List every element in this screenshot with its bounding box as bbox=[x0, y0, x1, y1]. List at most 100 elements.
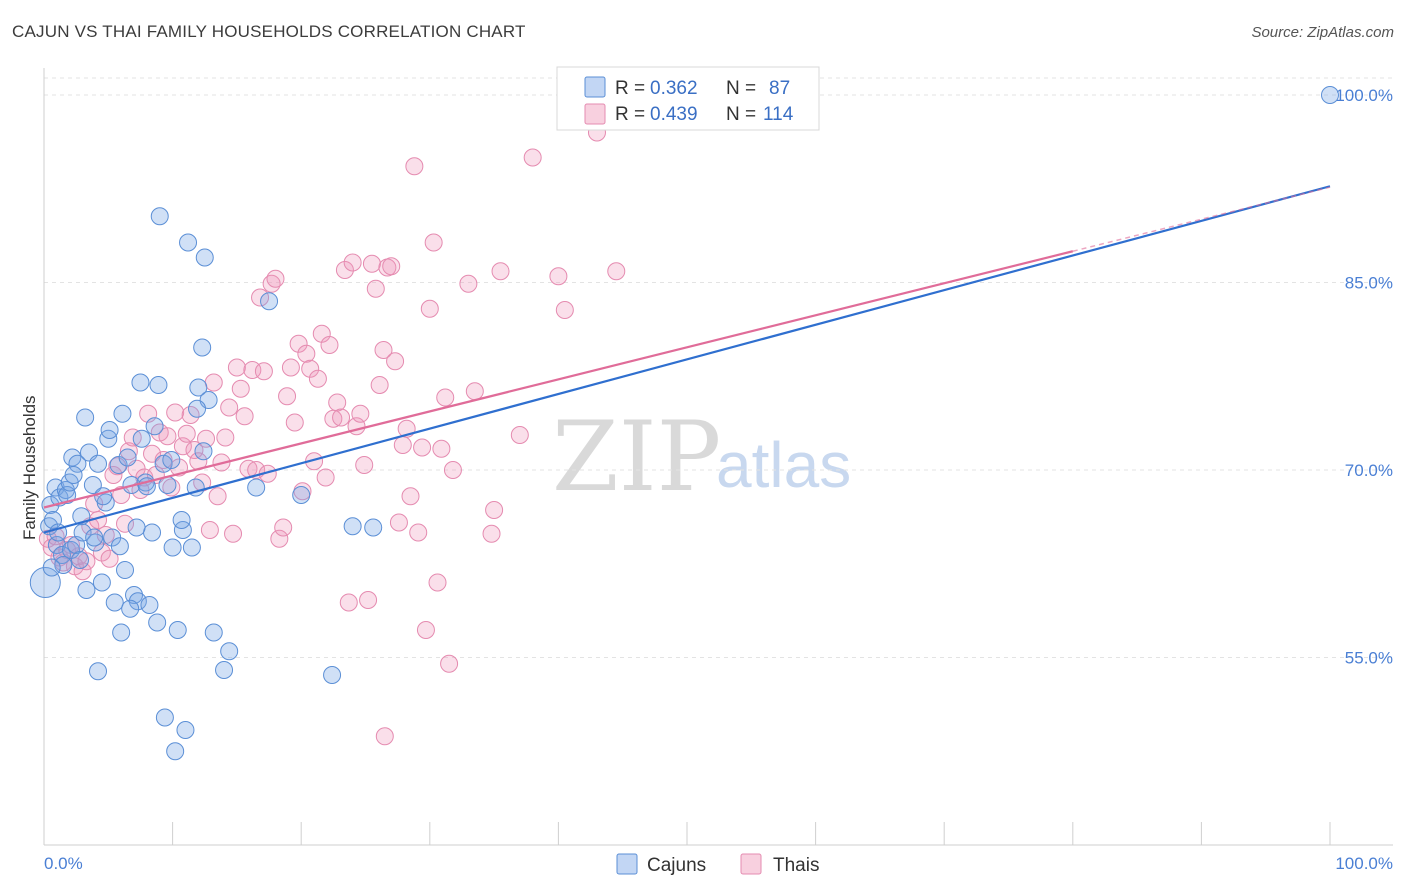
cajuns-point-69 bbox=[140, 596, 159, 614]
thais-point-105 bbox=[443, 461, 462, 479]
cajuns-point-68 bbox=[112, 623, 131, 642]
thais-point-49 bbox=[227, 358, 246, 377]
thais-point-20 bbox=[116, 514, 135, 533]
watermark-atlas: atlas bbox=[716, 429, 851, 501]
cajuns-point-60 bbox=[323, 666, 342, 684]
cajuns-point-29 bbox=[116, 561, 135, 579]
thais-point-53 bbox=[243, 361, 262, 379]
y-tick-label-85: 85.0% bbox=[1345, 274, 1393, 293]
thais-point-113 bbox=[555, 301, 574, 319]
thais-point-59 bbox=[266, 269, 285, 288]
bottom-legend-label-cajuns: Cajuns bbox=[647, 855, 706, 876]
thais-point-82 bbox=[355, 456, 374, 474]
cajuns-point-50 bbox=[189, 378, 208, 397]
cajuns-point-41 bbox=[150, 207, 169, 226]
thais-point-79 bbox=[343, 253, 362, 272]
thais-point-50 bbox=[231, 379, 250, 398]
thais-point-31 bbox=[158, 427, 177, 446]
thais-point-16 bbox=[100, 549, 119, 568]
thais-point-90 bbox=[386, 352, 405, 371]
thais-point-94 bbox=[401, 487, 420, 506]
cajuns-point-73 bbox=[100, 421, 119, 439]
cajuns-points bbox=[29, 86, 1339, 761]
legend-r-value-thais: 0.439 bbox=[650, 104, 698, 125]
thais-point-102 bbox=[432, 439, 451, 458]
thais-point-100 bbox=[424, 233, 443, 252]
thais-point-101 bbox=[428, 573, 447, 592]
y-tick-label-55: 55.0% bbox=[1345, 649, 1393, 668]
cajuns-point-35 bbox=[132, 429, 151, 448]
thais-point-72 bbox=[316, 468, 335, 487]
thais-point-61 bbox=[274, 518, 293, 537]
cajuns-point-78 bbox=[42, 558, 61, 577]
cajuns-point-11 bbox=[62, 541, 81, 559]
chart-title: CAJUN VS THAI FAMILY HOUSEHOLDS CORRELAT… bbox=[12, 22, 526, 41]
stats-legend: R = 0.362 N = 87 R = 0.439 N = 114 bbox=[556, 66, 820, 131]
thais-point-75 bbox=[328, 393, 347, 412]
thais-point-84 bbox=[362, 254, 381, 273]
thais-trend-extension bbox=[1072, 186, 1331, 252]
thais-point-60 bbox=[270, 529, 289, 548]
thais-point-21 bbox=[119, 442, 138, 461]
cajuns-point-30 bbox=[118, 448, 137, 467]
thais-point-115 bbox=[607, 262, 626, 281]
cajuns-point-77 bbox=[172, 511, 191, 529]
cajuns-trend-line bbox=[43, 185, 1331, 534]
cajuns-point-17 bbox=[76, 408, 95, 427]
thais-point-62 bbox=[278, 387, 297, 406]
thais-point-92 bbox=[393, 436, 412, 454]
thais-point-70 bbox=[308, 369, 327, 388]
cajuns-point-63 bbox=[194, 442, 213, 461]
cajuns-point-22 bbox=[92, 573, 111, 592]
thais-point-68 bbox=[301, 359, 320, 378]
thais-point-110 bbox=[510, 426, 529, 444]
cajuns-point-7 bbox=[53, 546, 72, 564]
thais-point-117 bbox=[482, 524, 501, 543]
legend-r-label-thais: R = bbox=[615, 104, 645, 125]
cajuns-point-66 bbox=[166, 742, 185, 761]
cajuns-point-14 bbox=[68, 454, 87, 473]
thais-point-47 bbox=[220, 398, 239, 417]
thais-point-112 bbox=[549, 267, 568, 286]
legend-r-value-cajuns: 0.362 bbox=[650, 78, 698, 99]
thais-point-77 bbox=[335, 261, 354, 279]
legend-n-label-thais: N = bbox=[726, 104, 756, 125]
cajuns-point-75 bbox=[127, 518, 146, 537]
bottom-legend-swatch-thais bbox=[740, 853, 762, 875]
thais-point-78 bbox=[339, 593, 358, 612]
legend-swatch-cajuns bbox=[584, 76, 606, 98]
watermark-zip: ZIP bbox=[552, 401, 721, 513]
thais-point-63 bbox=[281, 358, 300, 377]
trend-lines bbox=[43, 185, 1331, 534]
cajuns-point-44 bbox=[163, 538, 182, 557]
y-tick-label-70: 70.0% bbox=[1345, 461, 1393, 480]
thais-point-9 bbox=[73, 562, 92, 581]
bottom-legend-label-thais: Thais bbox=[773, 855, 819, 876]
legend-swatch-thais bbox=[584, 103, 606, 125]
cajuns-point-48 bbox=[182, 538, 201, 557]
thais-point-73 bbox=[320, 336, 339, 354]
thais-point-96 bbox=[409, 523, 428, 542]
thais-point-109 bbox=[491, 262, 510, 281]
cajuns-point-56 bbox=[220, 642, 239, 661]
cajuns-point-54 bbox=[204, 623, 223, 642]
thais-points bbox=[38, 123, 626, 746]
cajuns-point-76 bbox=[162, 451, 181, 469]
cajuns-point-0 bbox=[29, 567, 61, 598]
thais-point-81 bbox=[351, 404, 370, 423]
cajuns-point-67 bbox=[89, 662, 108, 681]
cajuns-point-62 bbox=[364, 518, 383, 537]
thais-point-95 bbox=[405, 157, 424, 176]
cajuns-point-40 bbox=[149, 376, 168, 394]
thais-point-10 bbox=[77, 552, 96, 571]
thais-point-108 bbox=[485, 501, 504, 519]
thais-point-42 bbox=[200, 521, 219, 539]
thais-point-56 bbox=[254, 362, 273, 381]
y-tick-label-100: 100.0% bbox=[1335, 86, 1393, 105]
cajuns-point-59 bbox=[292, 486, 311, 504]
thais-point-48 bbox=[224, 524, 243, 543]
thais-point-111 bbox=[523, 148, 542, 167]
thais-point-67 bbox=[297, 344, 316, 363]
cajuns-point-26 bbox=[105, 593, 124, 612]
thais-point-1 bbox=[42, 538, 61, 557]
